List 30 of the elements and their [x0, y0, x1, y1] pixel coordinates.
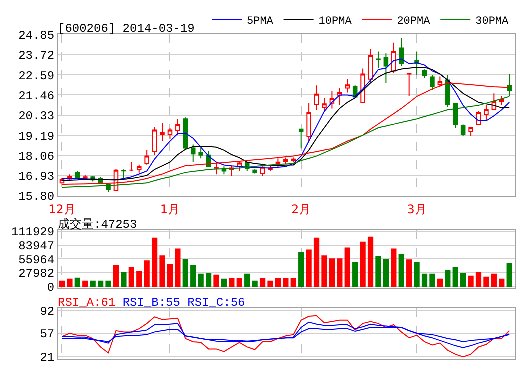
y-tick-label: 19.19 — [18, 130, 55, 144]
y-tick-label: 111929 — [11, 226, 55, 240]
chart-title: 成交量:47253 — [58, 217, 138, 232]
legend-label: 20PMA — [397, 16, 431, 28]
annotation: RSI_A:61 — [58, 296, 116, 310]
annotation: RSI_B:55 — [122, 296, 180, 310]
y-tick-label: 21.46 — [18, 89, 55, 104]
y-tick-label: 57 — [40, 328, 55, 342]
legend-label: 10PMA — [318, 16, 352, 28]
y-tick-label: 92 — [40, 304, 55, 319]
y-tick-label: 18.06 — [18, 150, 55, 164]
x-tick-label: 3月 — [407, 202, 427, 216]
annotation: RSI_C:56 — [188, 296, 246, 310]
x-tick-label: 1月 — [160, 202, 180, 216]
y-tick-label: 15.80 — [18, 190, 55, 204]
y-tick-label: 21 — [40, 351, 55, 365]
x-tick-label: 2月 — [292, 202, 312, 216]
legend-label: 5PMA — [247, 16, 274, 28]
y-tick-label: 16.93 — [18, 170, 55, 184]
y-tick-label: 20.33 — [18, 110, 55, 124]
y-tick-label: 23.72 — [18, 49, 55, 64]
y-tick-label: 24.85 — [18, 29, 55, 44]
y-tick-label: 0 — [47, 280, 55, 295]
y-tick-label: 27982 — [18, 267, 55, 282]
x-tick-label: 12月 — [48, 202, 76, 216]
chart-title: [600206] 2014-03-19 — [58, 22, 195, 36]
y-tick-label: 22.59 — [18, 69, 55, 84]
y-tick-label: 83947 — [18, 240, 55, 254]
legend-label: 30PMA — [476, 16, 510, 28]
y-tick-label: 55964 — [18, 253, 55, 268]
